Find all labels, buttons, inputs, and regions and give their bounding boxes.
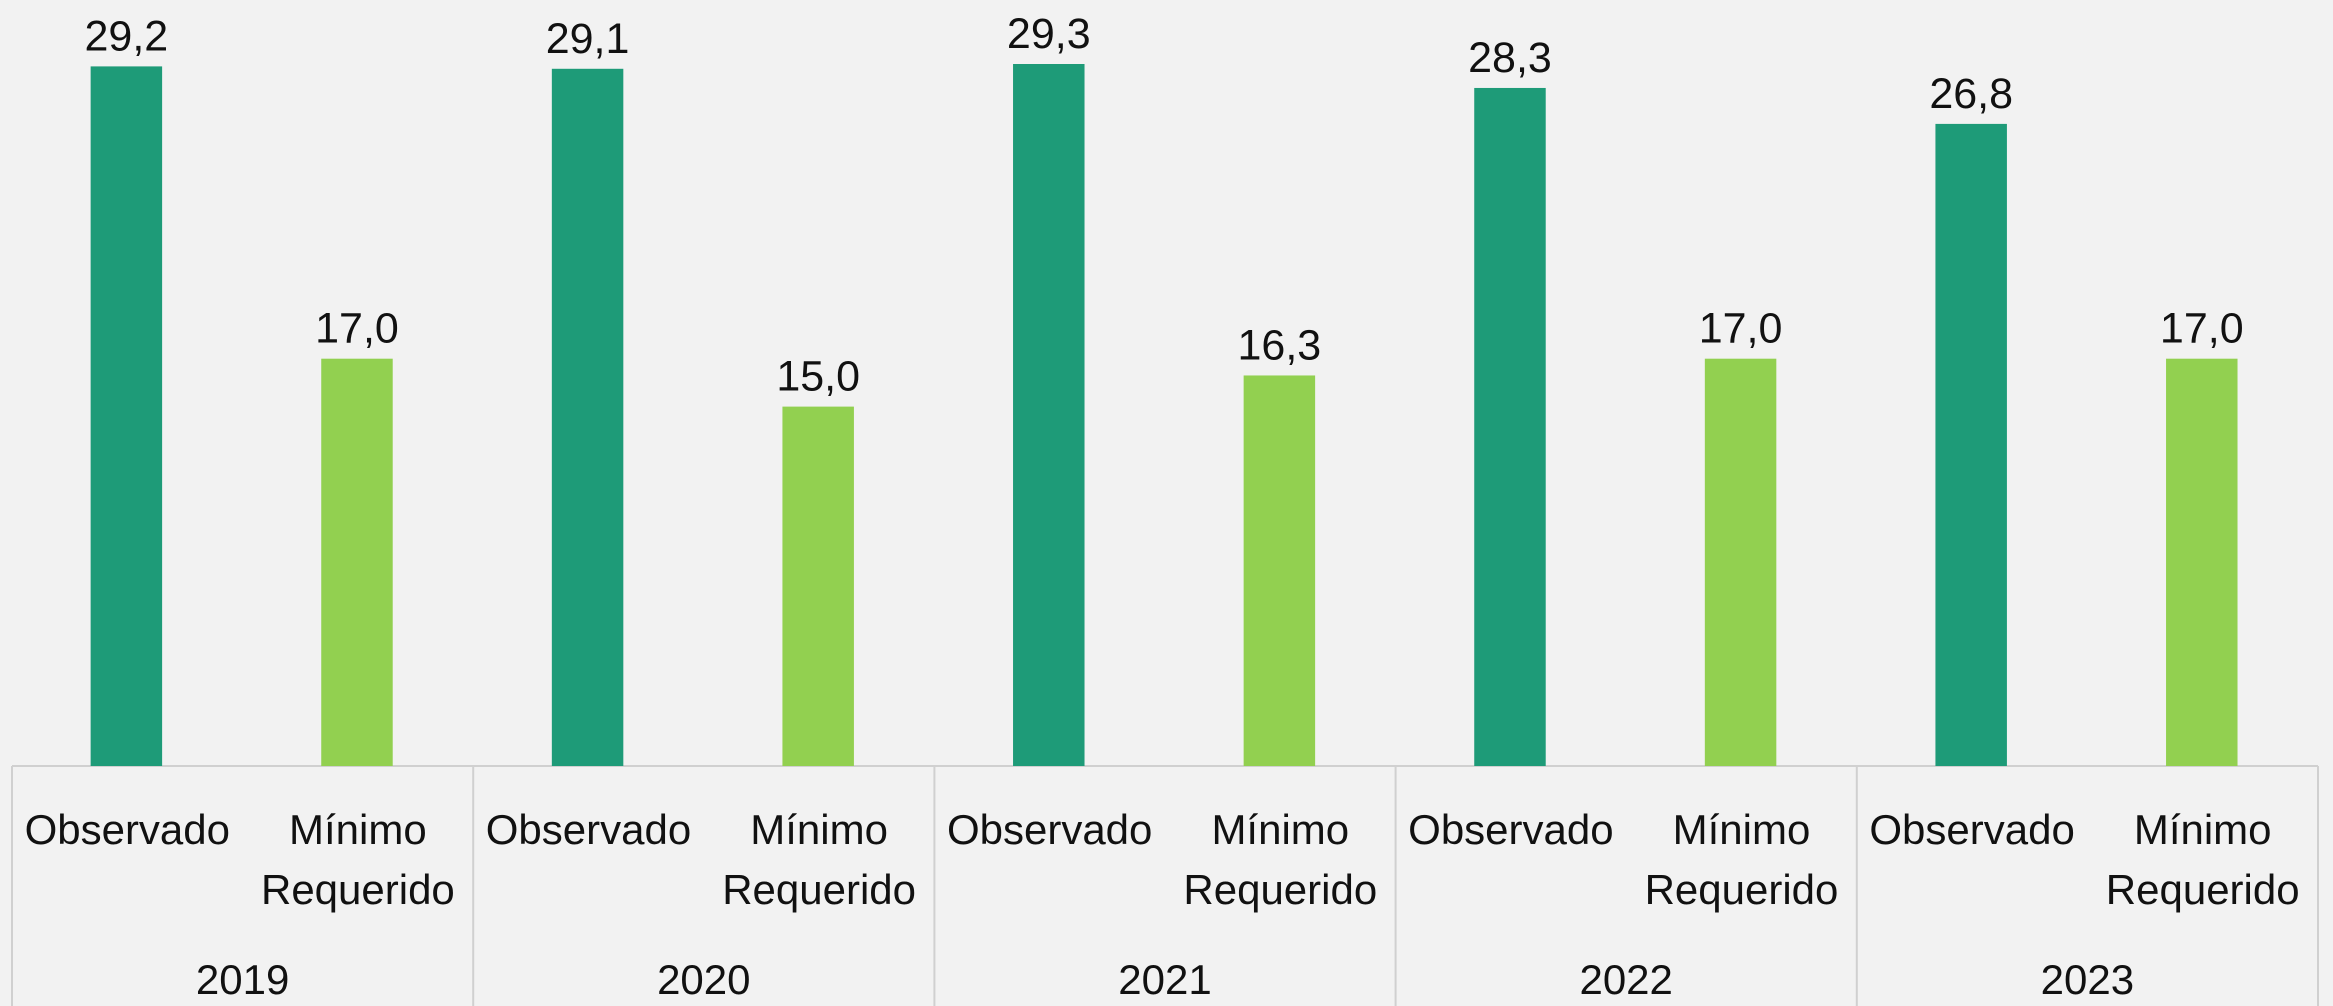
value-label: 15,0 xyxy=(776,353,860,401)
category-label: Observado xyxy=(485,806,692,853)
value-label: 29,2 xyxy=(85,12,169,60)
bar xyxy=(1243,375,1316,766)
group-label: 2022 xyxy=(1579,956,1673,1003)
group-label: 2019 xyxy=(195,956,290,1003)
bar xyxy=(551,68,624,766)
category-label: Observado xyxy=(1869,806,2075,853)
category-label: Mínimo Requerido xyxy=(260,806,455,913)
category-label: Mínimo Requerido xyxy=(2105,806,2300,913)
category-label: Observado xyxy=(1408,806,1614,853)
bar xyxy=(1935,123,2007,767)
category-label: Mínimo Requerido xyxy=(1644,806,1839,913)
bar xyxy=(2166,358,2238,766)
bar xyxy=(321,358,393,766)
value-label: 29,3 xyxy=(1007,10,1091,58)
group-label: 2021 xyxy=(1118,956,1212,1003)
bar xyxy=(90,66,163,767)
value-label: 26,8 xyxy=(1929,70,2013,118)
category-label: Mínimo Requerido xyxy=(1183,806,1378,913)
value-label: 17,0 xyxy=(1699,305,1783,353)
bar xyxy=(1013,64,1085,766)
value-label: 17,0 xyxy=(315,305,399,353)
category-label: Observado xyxy=(24,806,231,853)
category-label: Mínimo Requerido xyxy=(722,806,916,913)
bar xyxy=(782,406,854,766)
group-label: 2020 xyxy=(657,956,751,1003)
value-label: 29,1 xyxy=(546,15,630,63)
value-label: 17,0 xyxy=(2160,305,2244,353)
category-label: Observado xyxy=(946,806,1153,853)
group-label: 2023 xyxy=(2040,956,2135,1003)
value-label: 16,3 xyxy=(1238,321,1322,369)
bar xyxy=(1474,87,1546,766)
bar xyxy=(1704,358,1777,766)
value-label: 28,3 xyxy=(1468,34,1552,82)
